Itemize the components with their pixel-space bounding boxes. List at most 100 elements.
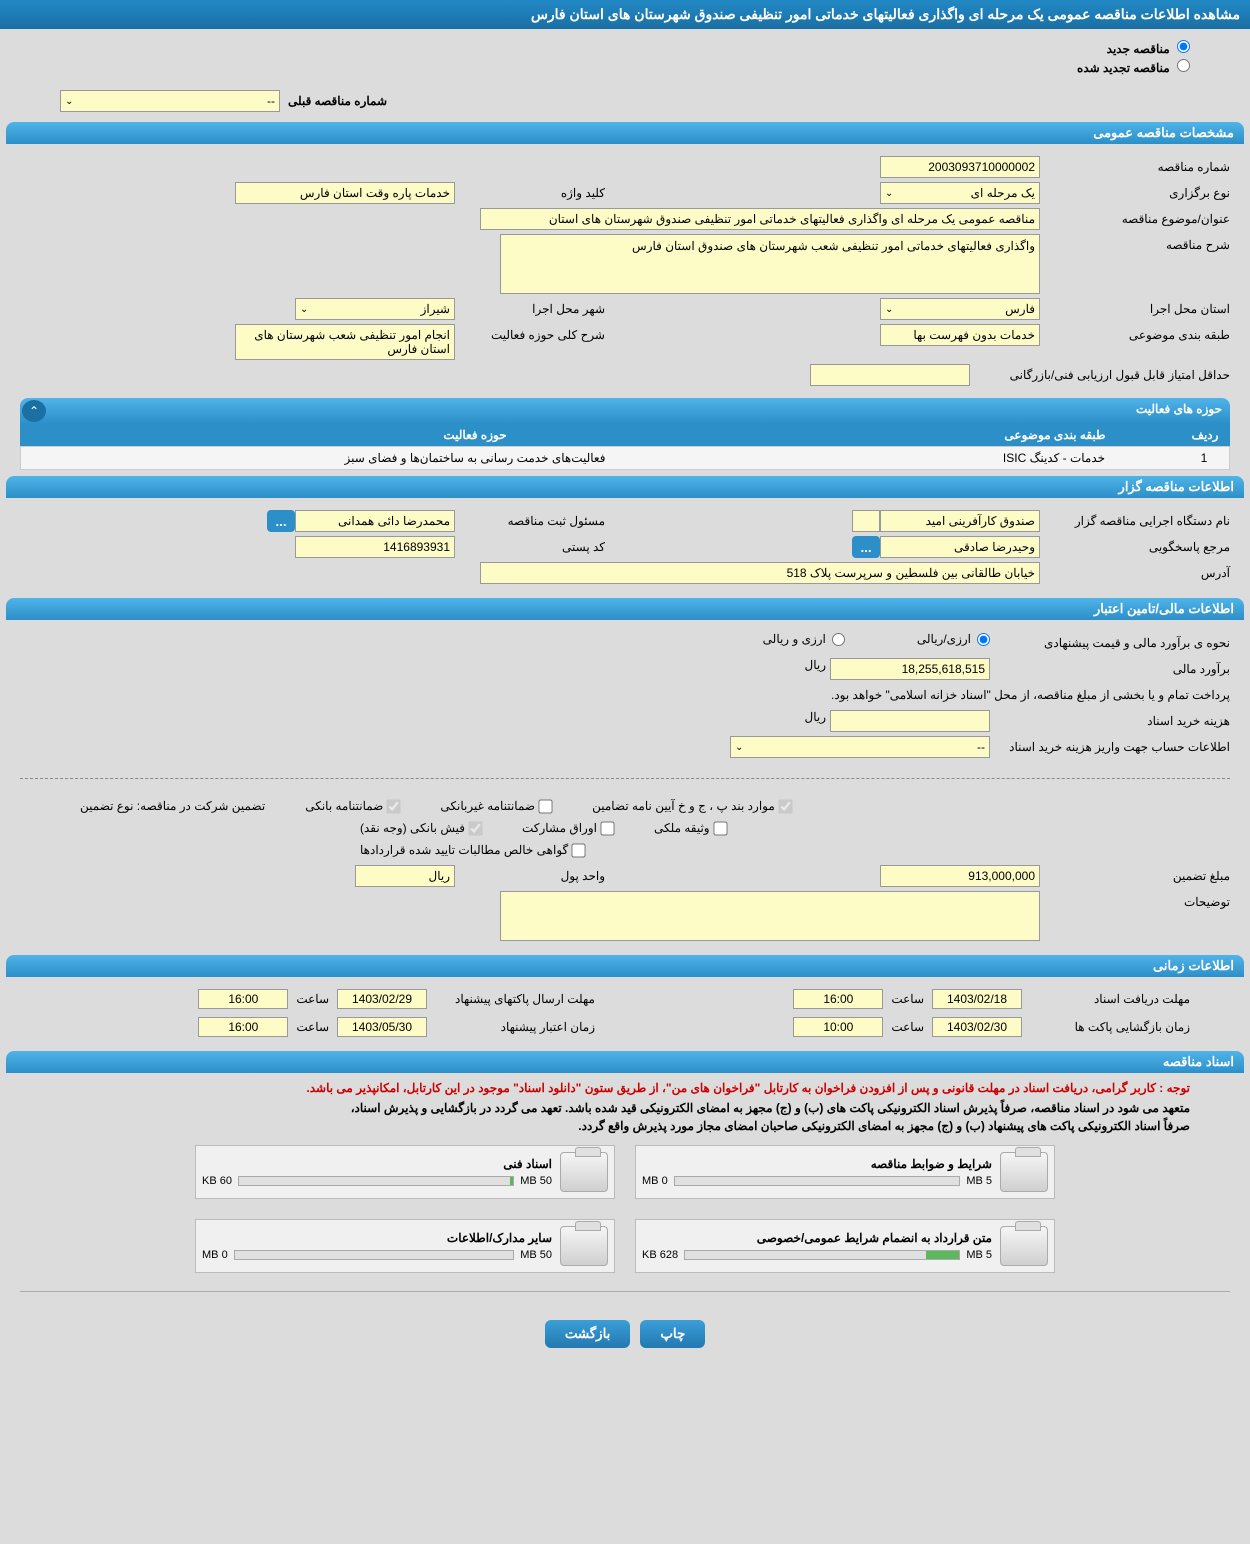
doc-total: 5 MB — [966, 1249, 992, 1261]
section-organizer: اطلاعات مناقصه گزار — [6, 476, 1244, 498]
tender-desc-label: شرح مناقصه — [1040, 234, 1230, 256]
min-score-label: حداقل امتیاز قابل قبول ارزیابی فنی/بازرگ… — [970, 364, 1230, 386]
doc-used: 628 KB — [642, 1249, 678, 1261]
doc-used: 0 MB — [202, 1249, 228, 1261]
tender-type-radios: مناقصه جدید مناقصه تجدید شده — [0, 29, 1250, 86]
doc-total: 50 MB — [520, 1175, 552, 1187]
registrar-more-button[interactable]: ... — [267, 510, 295, 532]
subject-class-label: طبقه بندی موضوعی — [1040, 324, 1230, 346]
scope-label: شرح کلی حوزه فعالیت — [455, 324, 605, 360]
address-field[interactable]: خیابان طالقانی بین فلسطین و سرپرست پلاک … — [480, 562, 1040, 584]
radio-rial-label: ارزی/ریالی — [917, 632, 971, 646]
holding-type-select[interactable]: یک مرحله ای ⌄ — [880, 182, 1040, 204]
chk-bonds-label: اوراق مشارکت — [522, 821, 597, 835]
chevron-down-icon: ⌄ — [735, 742, 743, 753]
submit-deadline-label: مهلت ارسال پاکتهای پیشنهاد — [435, 992, 595, 1006]
radio-new-tender[interactable] — [1177, 40, 1190, 53]
chk-clause[interactable] — [778, 799, 792, 813]
estimate-label: برآورد مالی — [990, 658, 1230, 680]
print-button[interactable]: چاپ — [640, 1320, 705, 1348]
chk-cash[interactable] — [468, 821, 482, 835]
province-select[interactable]: فارس ⌄ — [880, 298, 1040, 320]
separator — [20, 778, 1230, 779]
doc-title: اسناد فنی — [202, 1157, 552, 1171]
guarantee-amount-field[interactable]: 913,000,000 — [880, 865, 1040, 887]
guarantee-amount-label: مبلغ تضمین — [1040, 865, 1230, 887]
chevron-down-icon: ⌄ — [65, 96, 73, 107]
section-timing: اطلاعات زمانی — [6, 955, 1244, 977]
city-select[interactable]: شیراز ⌄ — [295, 298, 455, 320]
chk-property[interactable] — [713, 821, 727, 835]
keyword-field[interactable]: خدمات پاره وقت استان فارس — [235, 182, 455, 204]
tender-no-field: 2003093710000002 — [880, 156, 1040, 178]
doc-used: 0 MB — [642, 1175, 668, 1187]
city-label: شهر محل اجرا — [455, 298, 605, 320]
red-note: توجه : کاربر گرامی، دریافت اسناد در مهلت… — [0, 1077, 1250, 1099]
city-value: شیراز — [421, 302, 450, 316]
progress-bar — [238, 1176, 514, 1186]
account-info-select[interactable]: -- ⌄ — [730, 736, 990, 758]
doc-total: 5 MB — [966, 1175, 992, 1187]
submit-deadline-time[interactable]: 16:00 — [198, 989, 288, 1009]
radio-rial[interactable] — [977, 633, 990, 646]
chk-nonbank-label: ضمانتنامه غیربانکی — [440, 799, 535, 813]
chevron-down-icon: ⌄ — [300, 304, 308, 315]
scope-field[interactable]: انجام امور تنظیفی شعب شهرستان های استان … — [235, 324, 455, 360]
tender-no-label: شماره مناقصه — [1040, 156, 1230, 178]
currency-label-2: ریال — [804, 710, 826, 724]
prev-tender-value: -- — [267, 94, 275, 108]
section-documents: اسناد مناقصه — [6, 1051, 1244, 1073]
opening-date[interactable]: 1403/02/30 — [932, 1017, 1022, 1037]
chk-bonds[interactable] — [600, 821, 614, 835]
col-act: حوزه فعالیت — [20, 424, 930, 446]
agency-label: نام دستگاه اجرایی مناقصه گزار — [1040, 510, 1230, 532]
opening-label: زمان بازگشایی پاکت ها — [1030, 1020, 1190, 1034]
receive-deadline-time[interactable]: 16:00 — [793, 989, 883, 1009]
doc-card[interactable]: شرایط و ضوابط مناقصه5 MB0 MB — [635, 1145, 1055, 1199]
doc-total: 50 MB — [520, 1249, 552, 1261]
estimate-field[interactable]: 18,255,618,515 — [830, 658, 990, 680]
chk-bank[interactable] — [387, 799, 401, 813]
chk-nonbank[interactable] — [538, 799, 552, 813]
collapse-icon[interactable]: ⌃ — [22, 400, 46, 422]
bold-note-2: صرفاً اسناد الکترونیکی پاکت های پیشنهاد … — [0, 1117, 1250, 1135]
agency-field: صندوق کارآفرینی امید — [880, 510, 1040, 532]
doc-card[interactable]: متن قرارداد به انضمام شرایط عمومی/خصوصی5… — [635, 1219, 1055, 1273]
radio-both[interactable] — [832, 633, 845, 646]
row-cat: خدمات - کدینگ ISIC — [929, 447, 1179, 469]
holding-type-value: یک مرحله ای — [971, 186, 1035, 200]
doc-card[interactable]: اسناد فنی50 MB60 KB — [195, 1145, 615, 1199]
responder-label: مرجع پاسخگویی — [1040, 536, 1230, 558]
chk-certificate[interactable] — [572, 843, 586, 857]
radio-renewed-tender[interactable] — [1177, 59, 1190, 72]
postal-label: کد پستی — [455, 536, 605, 558]
prev-tender-select[interactable]: -- ⌄ — [60, 90, 280, 112]
folder-icon — [560, 1152, 608, 1192]
chk-clause-label: موارد بند پ ، ج و خ آیین نامه تضامین — [592, 799, 775, 813]
min-score-field[interactable] — [810, 364, 970, 386]
purchase-cost-field[interactable] — [830, 710, 990, 732]
address-label: آدرس — [1040, 562, 1230, 584]
activities-panel-header: حوزه های فعالیت ⌃ — [20, 398, 1230, 424]
submit-deadline-date[interactable]: 1403/02/29 — [337, 989, 427, 1009]
progress-bar — [234, 1250, 515, 1260]
back-button[interactable]: بازگشت — [545, 1320, 631, 1348]
validity-time[interactable]: 16:00 — [198, 1017, 288, 1037]
validity-date[interactable]: 1403/05/30 — [337, 1017, 427, 1037]
tender-title-field[interactable]: مناقصه عمومی یک مرحله ای واگذاری فعالیته… — [480, 208, 1040, 230]
radio-renewed-tender-label: مناقصه تجدید شده — [1077, 61, 1170, 75]
section-general: مشخصات مناقصه عمومی — [6, 122, 1244, 144]
payment-note: پرداخت تمام و یا بخشی از مبلغ مناقصه، از… — [20, 684, 1230, 706]
doc-card[interactable]: سایر مدارک/اطلاعات50 MB0 MB — [195, 1219, 615, 1273]
receive-deadline-date[interactable]: 1403/02/18 — [932, 989, 1022, 1009]
col-cat: طبقه بندی موضوعی — [930, 424, 1180, 446]
tender-desc-field[interactable]: واگذاری فعالیتهای خدماتی امور تنظیفی شعب… — [500, 234, 1040, 294]
responder-more-button[interactable]: ... — [852, 536, 880, 558]
opening-time[interactable]: 10:00 — [793, 1017, 883, 1037]
chk-property-label: وثیقه ملکی — [654, 821, 710, 835]
registrar-label: مسئول ثبت مناقصه — [455, 510, 605, 532]
holding-type-label: نوع برگزاری — [1040, 182, 1230, 204]
remarks-field[interactable] — [500, 891, 1040, 941]
province-label: استان محل اجرا — [1040, 298, 1230, 320]
postal-field[interactable]: 1416893931 — [295, 536, 455, 558]
